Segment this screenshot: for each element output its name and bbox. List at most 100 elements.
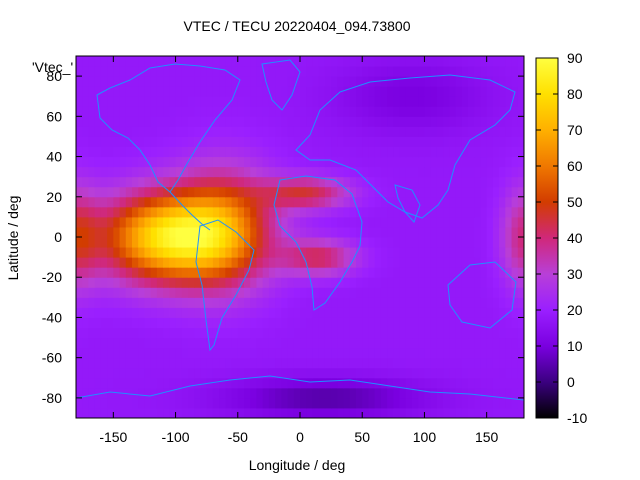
heatmap-cell xyxy=(181,76,189,87)
heatmap-cell xyxy=(169,357,177,369)
heatmap-cell xyxy=(237,66,245,77)
heatmap-cell xyxy=(188,126,195,137)
heatmap-cell xyxy=(480,196,488,208)
heatmap-cell xyxy=(387,96,394,107)
heatmap-cell xyxy=(88,166,96,178)
heatmap-cell xyxy=(138,357,145,369)
heatmap-cell xyxy=(219,357,226,369)
heatmap-cell xyxy=(337,347,345,359)
heatmap-cell xyxy=(480,136,488,147)
heatmap-cell xyxy=(430,106,438,117)
heatmap-cell xyxy=(225,307,233,318)
heatmap-cell xyxy=(281,156,289,168)
heatmap-cell xyxy=(275,347,282,359)
heatmap-cell xyxy=(430,76,438,87)
heatmap-cell xyxy=(380,307,388,318)
heatmap-cell xyxy=(430,287,438,298)
heatmap-cell xyxy=(156,377,164,389)
heatmap-cell xyxy=(374,66,382,77)
heatmap-cell xyxy=(468,146,475,158)
heatmap-cell xyxy=(356,347,363,359)
heatmap-cell xyxy=(312,106,320,117)
heatmap-cell xyxy=(474,156,481,168)
heatmap-cell xyxy=(275,86,282,97)
heatmap-cell xyxy=(281,56,289,67)
heatmap-cell xyxy=(331,76,338,87)
heatmap-cell xyxy=(461,206,469,218)
heatmap-cell xyxy=(194,216,201,228)
heatmap-cell xyxy=(455,196,463,208)
heatmap-cell xyxy=(343,287,351,298)
heatmap-cell xyxy=(449,126,457,137)
heatmap-cell xyxy=(281,136,289,147)
heatmap-cell xyxy=(237,397,245,409)
heatmap-cell xyxy=(138,216,145,228)
heatmap-cell xyxy=(380,407,388,418)
heatmap-cell xyxy=(244,397,251,409)
heatmap-cell xyxy=(138,106,145,117)
heatmap-cell xyxy=(318,206,326,218)
heatmap-cell xyxy=(169,367,177,379)
heatmap-cell xyxy=(387,186,394,198)
heatmap-cell xyxy=(250,166,257,178)
heatmap-cell xyxy=(331,186,338,198)
heatmap-cell xyxy=(82,206,89,218)
heatmap-cell xyxy=(318,146,326,158)
heatmap-cell xyxy=(293,66,301,77)
heatmap-cell xyxy=(343,317,351,328)
heatmap-cell xyxy=(424,307,432,318)
heatmap-cell xyxy=(424,186,432,198)
heatmap-cell xyxy=(144,277,152,288)
heatmap-cell xyxy=(374,367,382,379)
heatmap-cell xyxy=(492,146,500,158)
heatmap-cell xyxy=(107,156,114,168)
heatmap-cell xyxy=(206,136,214,147)
heatmap-cell xyxy=(219,216,226,228)
heatmap-cell xyxy=(499,166,506,178)
y-tick-label: 0 xyxy=(54,229,62,245)
heatmap-cell xyxy=(231,216,239,228)
heatmap-cell xyxy=(206,277,214,288)
heatmap-cell xyxy=(256,307,264,318)
heatmap-cell xyxy=(156,166,164,178)
heatmap-cell xyxy=(387,267,394,278)
heatmap-cell xyxy=(387,66,394,77)
heatmap-cell xyxy=(100,337,108,349)
heatmap-cell xyxy=(275,136,282,147)
heatmap-cell xyxy=(480,156,488,168)
heatmap-cell xyxy=(405,186,413,198)
heatmap-cell xyxy=(100,106,108,117)
heatmap-cell xyxy=(306,387,313,399)
heatmap-cell xyxy=(212,367,220,379)
heatmap-cell xyxy=(256,297,264,308)
heatmap-cell xyxy=(194,267,201,278)
heatmap-cell xyxy=(374,377,382,389)
heatmap-cell xyxy=(262,96,270,107)
heatmap-cell xyxy=(418,176,425,188)
heatmap-cell xyxy=(337,166,345,178)
heatmap-cell xyxy=(424,56,432,67)
heatmap-cell xyxy=(156,136,164,147)
heatmap-cell xyxy=(94,126,102,137)
heatmap-cell xyxy=(356,196,363,208)
heatmap-cell xyxy=(343,267,351,278)
heatmap-cell xyxy=(424,267,432,278)
heatmap-cell xyxy=(331,146,338,158)
heatmap-cell xyxy=(468,297,475,308)
heatmap-cell xyxy=(175,317,183,328)
heatmap-cell xyxy=(449,216,457,228)
heatmap-cell xyxy=(517,216,524,228)
heatmap-cell xyxy=(107,206,114,218)
heatmap-cell xyxy=(455,397,463,409)
heatmap-cell xyxy=(181,66,189,77)
heatmap-cell xyxy=(399,66,407,77)
heatmap-cell xyxy=(368,277,376,288)
heatmap-cell xyxy=(175,136,183,147)
heatmap-cell xyxy=(256,237,264,248)
heatmap-cell xyxy=(113,277,121,288)
heatmap-cell xyxy=(163,257,170,268)
heatmap-cell xyxy=(387,86,394,97)
heatmap-cell xyxy=(194,146,201,158)
heatmap-cell xyxy=(424,216,432,228)
heatmap-cell xyxy=(100,166,108,178)
